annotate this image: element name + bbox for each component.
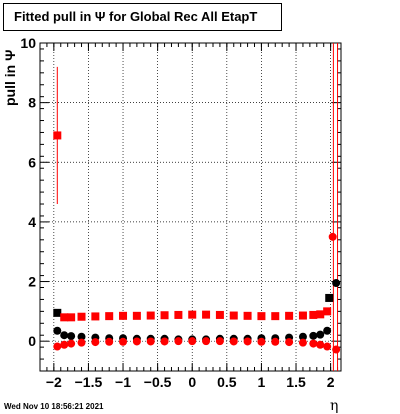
data-point-square xyxy=(309,310,318,319)
data-point-circle xyxy=(298,332,307,341)
data-point-circle xyxy=(257,337,266,346)
x-tick-label: −2 xyxy=(46,374,62,390)
data-point-square xyxy=(229,311,238,320)
data-point-circle xyxy=(229,337,238,346)
data-point-square xyxy=(202,310,211,319)
x-tick-label: −0.5 xyxy=(144,374,172,390)
data-point-square xyxy=(257,312,266,321)
chart-title: Fitted pull in Ψ for Global Rec All Etap… xyxy=(3,3,282,31)
data-point-circle xyxy=(285,338,294,347)
data-point-square xyxy=(215,310,224,319)
data-point-circle xyxy=(67,339,76,348)
data-point-circle xyxy=(91,338,100,347)
y-axis-label: pull in Ψ xyxy=(2,49,18,106)
y-tick-label: 10 xyxy=(20,35,36,51)
data-point-circle xyxy=(323,326,332,335)
data-point-circle xyxy=(67,332,76,341)
data-point-circle xyxy=(316,330,325,339)
y-tick-label: 8 xyxy=(28,95,36,111)
data-point-circle xyxy=(271,337,280,346)
data-point-circle xyxy=(328,232,337,241)
data-point-circle xyxy=(215,337,224,346)
data-point-square xyxy=(271,312,280,321)
x-tick-label: −1 xyxy=(115,374,131,390)
x-axis-label: η xyxy=(330,398,339,414)
data-point-circle xyxy=(53,342,62,351)
data-point-square xyxy=(132,311,141,320)
data-point-square xyxy=(316,310,325,319)
data-point-circle xyxy=(174,337,183,346)
timestamp: Wed Nov 10 18:56:21 2021 xyxy=(4,402,104,411)
x-tick-label: −1.5 xyxy=(75,374,103,390)
data-point-circle xyxy=(332,279,341,288)
data-point-circle xyxy=(105,337,114,346)
data-point-circle xyxy=(316,340,325,349)
data-point-circle xyxy=(188,337,197,346)
data-point-circle xyxy=(132,337,141,346)
data-point-square xyxy=(53,308,62,317)
x-tick-label: 0.5 xyxy=(217,374,237,390)
data-point-circle xyxy=(146,337,155,346)
data-point-square xyxy=(105,312,114,321)
data-point-circle xyxy=(243,337,252,346)
x-tick-label: 0 xyxy=(188,374,196,390)
data-point-circle xyxy=(332,345,341,354)
data-point-square xyxy=(160,311,169,320)
data-point-circle xyxy=(202,337,211,346)
y-tick-label: 6 xyxy=(28,154,36,170)
data-point-square xyxy=(67,313,76,322)
data-point-square xyxy=(119,311,128,320)
data-point-circle xyxy=(119,337,128,346)
data-point-square xyxy=(91,312,100,321)
data-point-square xyxy=(60,313,69,322)
data-point-square xyxy=(323,307,332,316)
data-point-circle xyxy=(60,331,69,340)
data-point-circle xyxy=(77,338,86,347)
data-point-square xyxy=(285,311,294,320)
data-point-circle xyxy=(309,331,318,340)
data-point-circle xyxy=(60,340,69,349)
x-tick-label: 2 xyxy=(327,374,335,390)
data-point-circle xyxy=(53,326,62,335)
x-tick-label: 1.5 xyxy=(286,374,306,390)
y-tick-label: 2 xyxy=(28,274,36,290)
data-point-circle xyxy=(309,339,318,348)
data-point-circle xyxy=(323,342,332,351)
y-tick-label: 0 xyxy=(28,333,36,349)
data-point-square xyxy=(77,312,86,321)
data-point-circle xyxy=(298,338,307,347)
y-tick-label: 4 xyxy=(28,214,36,230)
data-point-circle xyxy=(160,337,169,346)
data-point-square xyxy=(298,311,307,320)
data-point-square xyxy=(146,311,155,320)
data-point-square xyxy=(243,311,252,320)
plot-frame xyxy=(39,42,342,372)
data-point-square xyxy=(325,293,334,302)
data-point-circle xyxy=(77,332,86,341)
data-point-square xyxy=(188,310,197,319)
data-point-square xyxy=(53,131,62,140)
x-tick-label: 1 xyxy=(258,374,266,390)
data-point-square xyxy=(174,310,183,319)
